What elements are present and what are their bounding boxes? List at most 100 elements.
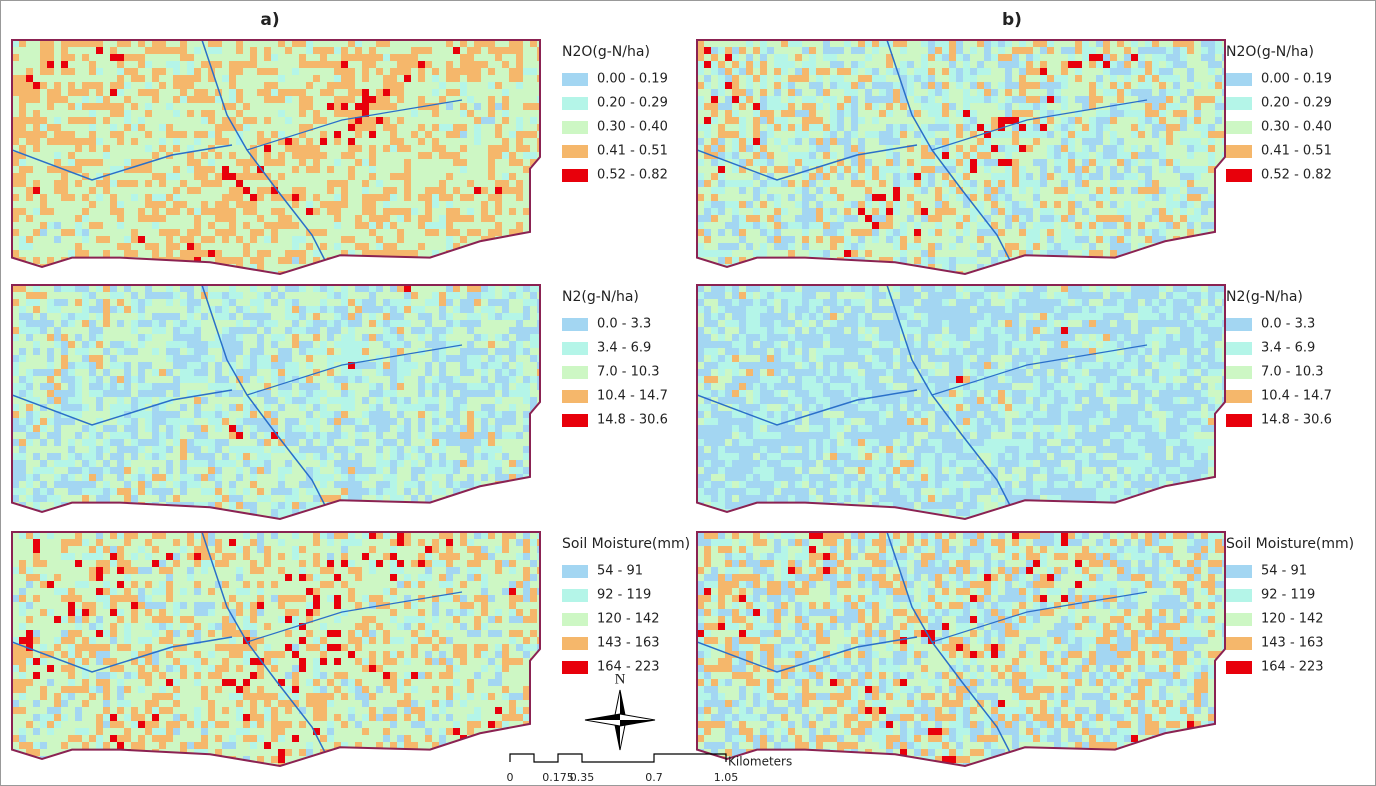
map-cell xyxy=(117,89,124,96)
map-cell xyxy=(760,124,767,131)
map-cell xyxy=(103,229,110,236)
map-cell xyxy=(1005,166,1012,173)
map-cell xyxy=(1103,229,1110,236)
map-cell xyxy=(103,40,110,47)
map-cell xyxy=(1103,159,1110,166)
map-cell xyxy=(753,96,760,103)
map-cell xyxy=(523,145,530,152)
map-cell xyxy=(145,96,152,103)
map-cell xyxy=(159,215,166,222)
map-cell xyxy=(61,187,68,194)
map-cell xyxy=(1082,68,1089,75)
map-cell xyxy=(502,54,509,61)
map-cell xyxy=(1103,68,1110,75)
map-cell xyxy=(446,75,453,82)
map-cell xyxy=(460,180,467,187)
map-cell xyxy=(732,201,739,208)
map-cell xyxy=(753,229,760,236)
map-cell xyxy=(138,194,145,201)
map-cell xyxy=(271,243,278,250)
map-cell xyxy=(886,82,893,89)
map-cell xyxy=(851,96,858,103)
map-cell xyxy=(425,138,432,145)
map-cell xyxy=(26,215,33,222)
map-cell xyxy=(110,243,117,250)
map-cell xyxy=(865,89,872,96)
map-cell xyxy=(439,243,446,250)
map-cell xyxy=(802,89,809,96)
map-cell xyxy=(138,166,145,173)
map-cell xyxy=(159,187,166,194)
map-cell xyxy=(879,208,886,215)
map-cell xyxy=(886,89,893,96)
map-cell xyxy=(907,194,914,201)
map-cell xyxy=(26,110,33,117)
map-cell xyxy=(467,138,474,145)
map-cell xyxy=(89,229,96,236)
map-cell xyxy=(187,173,194,180)
map-cell xyxy=(320,229,327,236)
map-cell xyxy=(61,61,68,68)
map-cell xyxy=(117,215,124,222)
map-cell xyxy=(166,236,173,243)
map-cell xyxy=(802,82,809,89)
map-cell xyxy=(278,236,285,243)
map-cell xyxy=(1040,96,1047,103)
map-cell xyxy=(893,152,900,159)
map-cell xyxy=(802,152,809,159)
map-cell xyxy=(523,75,530,82)
map-cell xyxy=(523,152,530,159)
map-cell xyxy=(523,68,530,75)
map-cell xyxy=(1054,243,1061,250)
map-cell xyxy=(1159,110,1166,117)
map-cell xyxy=(844,75,851,82)
map-cell xyxy=(383,96,390,103)
map-cell xyxy=(516,61,523,68)
map-cell xyxy=(530,152,537,159)
map-cell xyxy=(781,54,788,61)
map-cell xyxy=(397,243,404,250)
map-cell xyxy=(858,236,865,243)
map-cell xyxy=(851,222,858,229)
map-cell xyxy=(795,131,802,138)
map-cell xyxy=(320,145,327,152)
map-cell xyxy=(949,96,956,103)
map-cell xyxy=(488,138,495,145)
map-cell xyxy=(355,159,362,166)
map-cell xyxy=(138,215,145,222)
map-cell xyxy=(858,194,865,201)
map-cell xyxy=(739,194,746,201)
map-cell xyxy=(788,159,795,166)
map-cell xyxy=(1166,61,1173,68)
map-cell xyxy=(837,54,844,61)
map-cell xyxy=(914,96,921,103)
map-cell xyxy=(711,215,718,222)
map-cell xyxy=(823,131,830,138)
map-cell xyxy=(1103,110,1110,117)
map-cell xyxy=(26,222,33,229)
map-cell xyxy=(767,145,774,152)
map-cell xyxy=(425,243,432,250)
map-cell xyxy=(1124,110,1131,117)
map-cell xyxy=(467,215,474,222)
map-cell xyxy=(949,166,956,173)
map-cell xyxy=(306,89,313,96)
map-cell xyxy=(40,82,47,89)
map-cell xyxy=(383,229,390,236)
map-cell xyxy=(970,145,977,152)
map-cell xyxy=(1075,194,1082,201)
map-cell xyxy=(243,194,250,201)
map-cell xyxy=(376,159,383,166)
map-cell xyxy=(1117,159,1124,166)
map-cell xyxy=(236,208,243,215)
map-cell xyxy=(914,229,921,236)
map-cell xyxy=(1166,215,1173,222)
map-cell xyxy=(851,229,858,236)
map-cell xyxy=(467,82,474,89)
map-cell xyxy=(187,103,194,110)
map-cell xyxy=(502,138,509,145)
map-cell xyxy=(152,131,159,138)
map-cell xyxy=(1159,152,1166,159)
map-cell xyxy=(243,166,250,173)
map-cell xyxy=(795,117,802,124)
